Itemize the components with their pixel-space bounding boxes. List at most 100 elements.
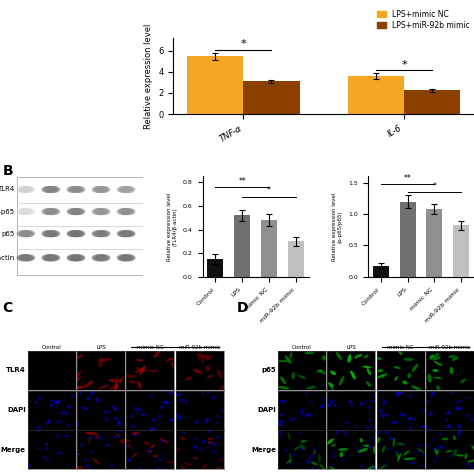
Ellipse shape [93, 254, 107, 261]
Ellipse shape [402, 444, 406, 446]
Ellipse shape [119, 429, 123, 433]
Ellipse shape [117, 421, 120, 425]
Text: LPS: LPS [96, 345, 106, 349]
Text: p-p65: p-p65 [0, 209, 14, 215]
Ellipse shape [70, 186, 84, 193]
Ellipse shape [91, 450, 94, 453]
Ellipse shape [56, 400, 61, 404]
Ellipse shape [47, 419, 51, 422]
Ellipse shape [156, 467, 161, 469]
Ellipse shape [124, 374, 137, 378]
Text: D: D [237, 301, 248, 315]
Ellipse shape [398, 350, 402, 356]
Ellipse shape [93, 186, 107, 193]
Ellipse shape [392, 420, 398, 424]
Ellipse shape [87, 396, 91, 400]
Ellipse shape [208, 438, 214, 440]
Ellipse shape [350, 371, 356, 380]
Ellipse shape [70, 230, 84, 237]
Ellipse shape [109, 465, 114, 467]
Ellipse shape [202, 440, 207, 444]
Ellipse shape [67, 405, 71, 409]
Ellipse shape [95, 434, 100, 439]
Ellipse shape [119, 377, 123, 384]
Ellipse shape [394, 376, 398, 381]
Ellipse shape [331, 444, 337, 447]
Ellipse shape [284, 449, 288, 452]
Ellipse shape [372, 466, 375, 469]
Ellipse shape [21, 254, 35, 261]
Ellipse shape [430, 353, 439, 360]
Ellipse shape [215, 421, 218, 424]
Ellipse shape [176, 447, 180, 452]
Ellipse shape [118, 208, 132, 215]
Ellipse shape [43, 186, 56, 193]
Ellipse shape [118, 254, 132, 261]
Ellipse shape [418, 449, 420, 453]
Ellipse shape [360, 438, 363, 443]
Ellipse shape [148, 370, 159, 372]
Ellipse shape [195, 438, 198, 441]
Ellipse shape [61, 410, 65, 415]
Ellipse shape [347, 354, 351, 363]
Ellipse shape [356, 425, 358, 427]
Ellipse shape [66, 208, 80, 215]
Ellipse shape [446, 419, 448, 422]
Ellipse shape [438, 445, 443, 449]
Ellipse shape [101, 358, 111, 361]
Ellipse shape [442, 438, 448, 440]
Ellipse shape [383, 414, 390, 417]
Ellipse shape [338, 448, 348, 451]
Ellipse shape [46, 421, 49, 425]
Ellipse shape [345, 433, 347, 436]
Ellipse shape [376, 437, 381, 443]
Ellipse shape [447, 425, 451, 428]
Ellipse shape [65, 413, 68, 415]
Ellipse shape [122, 254, 136, 261]
Ellipse shape [369, 446, 371, 449]
Ellipse shape [160, 439, 165, 442]
Ellipse shape [147, 448, 151, 451]
Ellipse shape [290, 352, 292, 359]
Ellipse shape [372, 426, 376, 429]
Ellipse shape [201, 463, 208, 471]
Ellipse shape [77, 354, 83, 359]
Ellipse shape [91, 230, 105, 237]
Ellipse shape [397, 443, 404, 446]
Ellipse shape [147, 450, 153, 453]
Ellipse shape [409, 427, 412, 431]
Ellipse shape [130, 425, 136, 428]
Ellipse shape [95, 230, 109, 237]
Ellipse shape [66, 186, 80, 193]
Ellipse shape [290, 418, 295, 421]
Ellipse shape [153, 455, 158, 457]
Ellipse shape [278, 424, 282, 427]
Ellipse shape [293, 446, 301, 451]
Ellipse shape [76, 453, 80, 456]
Ellipse shape [58, 451, 62, 455]
Ellipse shape [408, 417, 412, 420]
Ellipse shape [94, 230, 108, 237]
Ellipse shape [206, 446, 210, 449]
Ellipse shape [171, 362, 175, 370]
Ellipse shape [117, 208, 130, 215]
Ellipse shape [69, 186, 83, 193]
Text: *: * [432, 182, 436, 191]
Ellipse shape [380, 399, 383, 401]
Ellipse shape [117, 254, 130, 261]
Ellipse shape [206, 366, 210, 371]
Text: mimic NC: mimic NC [137, 345, 164, 349]
Ellipse shape [119, 208, 133, 215]
Ellipse shape [121, 441, 127, 444]
Ellipse shape [20, 230, 34, 237]
Bar [453, 226, 469, 277]
Ellipse shape [336, 352, 342, 360]
Ellipse shape [278, 420, 283, 423]
Ellipse shape [384, 431, 390, 434]
Ellipse shape [129, 415, 134, 417]
Ellipse shape [161, 406, 164, 409]
Ellipse shape [75, 454, 82, 455]
Ellipse shape [217, 384, 225, 394]
Ellipse shape [192, 457, 198, 459]
Ellipse shape [330, 371, 336, 375]
